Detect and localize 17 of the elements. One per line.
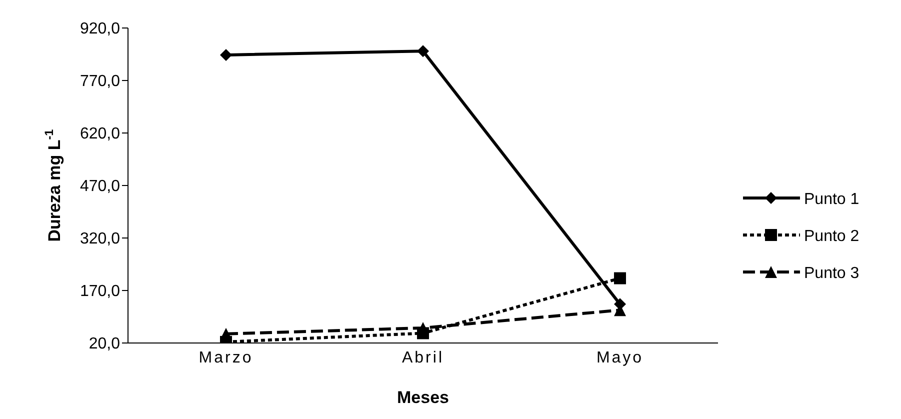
- y-tick-label: 920,0: [80, 20, 120, 38]
- y-tick-label: 620,0: [80, 126, 120, 143]
- y-tick-label: 770,0: [80, 73, 120, 90]
- point: [220, 48, 232, 61]
- x-tick-label: Mayo: [596, 349, 644, 366]
- x-axis-title: Meses: [397, 388, 449, 407]
- y-tick-label: 170,0: [80, 283, 120, 300]
- y-tick-label: 20,0: [88, 336, 120, 353]
- x-tick-label: Marzo: [198, 349, 254, 366]
- x-tick-label: Abril: [402, 349, 444, 366]
- legend-label: Punto 3: [804, 265, 860, 282]
- y-tick-label: 320,0: [80, 230, 120, 248]
- point: [614, 272, 626, 284]
- point: [417, 45, 429, 58]
- y-tick-label: 470,0: [80, 178, 120, 196]
- legend-label: Punto 1: [804, 191, 860, 208]
- legend-label: Punto 2: [804, 228, 860, 245]
